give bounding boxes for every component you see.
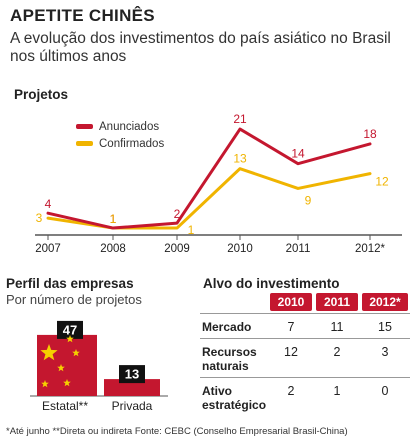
bar-category-label-1: Privada bbox=[112, 399, 153, 413]
cell-ativo-2011: 1 bbox=[333, 384, 341, 398]
cell-mercado-2012: 15 bbox=[378, 320, 392, 334]
x-tick-label-2008: 2008 bbox=[100, 243, 126, 255]
data-label-confirmados-2010: 13 bbox=[233, 152, 247, 166]
row-label-ativo: Ativo estratégico bbox=[202, 384, 266, 412]
cell-mercado-2011: 11 bbox=[330, 320, 344, 334]
cell-ativo-2010: 2 bbox=[287, 384, 295, 398]
flag-star-small-3 bbox=[57, 364, 65, 372]
x-tick-label-2009: 2009 bbox=[164, 243, 190, 255]
legend-item-anunciados: Anunciados bbox=[76, 118, 164, 135]
year-header-2010: 2010 bbox=[270, 293, 312, 311]
bar-privada bbox=[104, 379, 160, 396]
row-label-recursos-line2: naturais bbox=[202, 359, 249, 373]
data-label-anunciados-2009: 2 bbox=[174, 207, 181, 221]
legend-swatch-confirmados bbox=[76, 141, 93, 146]
chart-subtitle: A evolução dos investimentos do país asi… bbox=[10, 30, 391, 65]
cell-ativo-2012: 0 bbox=[381, 384, 389, 398]
flag-star-small-5 bbox=[41, 380, 49, 388]
cell-mercado-2010: 7 bbox=[287, 320, 295, 334]
table-rule-2 bbox=[200, 377, 410, 378]
data-label-anunciados-2007: 4 bbox=[45, 197, 52, 211]
bar-category-label-0: Estatal** bbox=[42, 399, 88, 413]
data-label-anunciados-2012*: 18 bbox=[363, 127, 377, 141]
table-rule-1 bbox=[200, 338, 410, 339]
bar-estatal bbox=[37, 334, 97, 396]
perfil-bar-chart: 47 Estatal** 13 Privada bbox=[30, 320, 168, 413]
year-header-2011: 2011 bbox=[316, 293, 358, 311]
legend-item-confirmados: Confirmados bbox=[76, 135, 164, 152]
chart-title: APETITE CHINÊS bbox=[10, 6, 155, 25]
data-label-anunciados-2010: 21 bbox=[233, 112, 247, 126]
perfil-section-subtitle: Por número de projetos bbox=[6, 292, 142, 307]
bar-value-box-0 bbox=[57, 320, 83, 339]
data-label-confirmados-2011: 9 bbox=[305, 193, 312, 207]
series-line-anunciados bbox=[46, 127, 372, 230]
x-tick-label-2011: 2011 bbox=[286, 243, 311, 255]
table-rule-top bbox=[200, 313, 410, 314]
x-tick-label-2010: 2010 bbox=[227, 243, 253, 255]
row-label-ativo-line2: estratégico bbox=[202, 398, 267, 412]
x-tick-label-2012*: 2012* bbox=[355, 243, 386, 255]
data-label-anunciados-2011: 14 bbox=[291, 147, 305, 161]
bar-value-label-1: 13 bbox=[125, 367, 139, 382]
projetos-legend: Anunciados Confirmados bbox=[76, 118, 164, 152]
legend-swatch-anunciados bbox=[76, 124, 93, 129]
flag-star-small-2 bbox=[72, 349, 80, 357]
bar-value-label-0: 47 bbox=[63, 322, 77, 337]
data-label-confirmados-2012*: 12 bbox=[375, 175, 389, 189]
x-tick-label-2007: 2007 bbox=[35, 243, 61, 255]
row-label-mercado: Mercado bbox=[202, 320, 252, 334]
data-label-anunciados-2008: 1 bbox=[110, 212, 117, 226]
data-label-confirmados-2008: 1 bbox=[110, 212, 117, 226]
legend-label-anunciados: Anunciados bbox=[99, 120, 160, 133]
flag-star-small-4 bbox=[63, 379, 71, 387]
cell-recursos-2010: 12 bbox=[284, 345, 298, 359]
year-header-2012: 2012* bbox=[362, 293, 408, 311]
legend-label-confirmados: Confirmados bbox=[99, 137, 165, 150]
projetos-line-chart: 2007 2008 2009 2010 2011 2012* 4 1 2 21 14 18 3 1 1 13 9… bbox=[35, 112, 402, 255]
row-label-ativo-line1: Ativo bbox=[202, 384, 232, 398]
projetos-section-title: Projetos bbox=[14, 87, 69, 102]
perfil-section-title: Perfil das empresas bbox=[6, 276, 134, 291]
data-label-confirmados-2007: 3 bbox=[36, 211, 43, 225]
data-label-confirmados-2009: 1 bbox=[188, 223, 195, 237]
footnotes-source: *Até junho **Direta ou indireta Fonte: C… bbox=[6, 426, 348, 437]
flag-star-large bbox=[40, 344, 58, 361]
cell-recursos-2011: 2 bbox=[333, 345, 341, 359]
row-label-recursos-line1: Recursos bbox=[202, 345, 257, 359]
cell-recursos-2012: 3 bbox=[381, 345, 389, 359]
bar-value-box-1 bbox=[119, 365, 145, 384]
alvo-section-title: Alvo do investimento bbox=[203, 276, 340, 291]
flag-star-small-1 bbox=[66, 335, 74, 343]
row-label-recursos: Recursos naturais bbox=[202, 345, 257, 373]
